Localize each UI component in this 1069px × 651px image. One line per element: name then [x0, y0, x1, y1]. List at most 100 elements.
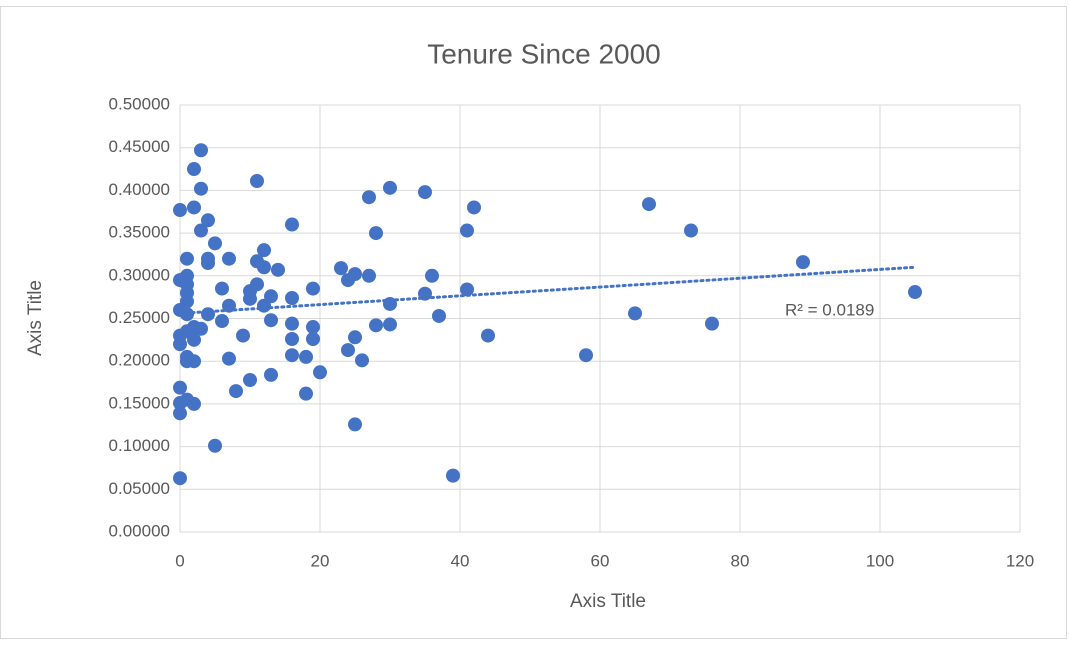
x-tick-label: 100 [866, 551, 894, 570]
point [383, 317, 397, 332]
point [173, 203, 187, 218]
point [180, 294, 194, 309]
x-tick-label: 40 [451, 551, 470, 570]
point [425, 268, 439, 283]
point [348, 330, 362, 345]
point [257, 243, 271, 258]
point [201, 307, 215, 322]
point [432, 308, 446, 323]
point [334, 261, 348, 276]
point [187, 354, 201, 369]
point [306, 281, 320, 296]
chart-title: Tenure Since 2000 [427, 38, 661, 69]
point [173, 380, 187, 395]
trendline [178, 265, 917, 315]
point [243, 291, 257, 306]
point [194, 223, 208, 238]
point [187, 162, 201, 177]
point [579, 348, 593, 363]
point [243, 372, 257, 387]
point [705, 316, 719, 331]
y-tick-label: 0.05000 [109, 479, 170, 498]
x-tick-label: 120 [1006, 551, 1034, 570]
point [271, 262, 285, 277]
point [208, 236, 222, 251]
trendline-label: R² = 0.0189 [785, 300, 874, 319]
point [348, 417, 362, 432]
point [264, 367, 278, 382]
point [173, 406, 187, 421]
point [796, 255, 810, 270]
point [257, 260, 271, 275]
point [285, 331, 299, 346]
x-tick-label: 0 [175, 551, 184, 570]
point [306, 320, 320, 335]
point [264, 289, 278, 304]
y-tick-label: 0.30000 [109, 265, 170, 284]
point [201, 255, 215, 270]
y-tick-label: 0.00000 [109, 521, 170, 540]
point [908, 285, 922, 300]
point [250, 277, 264, 292]
point [236, 328, 250, 343]
point [187, 396, 201, 411]
point [628, 306, 642, 321]
point [194, 321, 208, 336]
point [369, 226, 383, 241]
point [250, 174, 264, 189]
point [299, 349, 313, 364]
point [173, 471, 187, 486]
chart-border [0, 6, 1067, 639]
y-tick-label: 0.35000 [109, 223, 170, 242]
point [362, 268, 376, 283]
point [369, 318, 383, 333]
y-axis-title: Axis Title [25, 280, 46, 356]
point [201, 213, 215, 228]
y-tick-label: 0.50000 [109, 94, 170, 113]
point [173, 337, 187, 352]
point [222, 298, 236, 313]
point [481, 328, 495, 343]
x-tick-label: 60 [591, 551, 610, 570]
point [215, 314, 229, 329]
point [194, 143, 208, 158]
x-axis-title: Axis Title [570, 591, 646, 612]
point [187, 200, 201, 215]
point [215, 281, 229, 296]
y-tick-label: 0.15000 [109, 393, 170, 412]
point [180, 251, 194, 266]
point [460, 223, 474, 238]
point [418, 185, 432, 200]
point [285, 316, 299, 331]
point [355, 353, 369, 368]
point [313, 365, 327, 380]
point [460, 282, 474, 297]
point [222, 251, 236, 266]
point [348, 267, 362, 282]
point [285, 348, 299, 363]
point [642, 197, 656, 212]
y-tick-label: 0.45000 [109, 137, 170, 156]
point [362, 190, 376, 205]
point [299, 386, 313, 401]
point [222, 351, 236, 366]
y-tick-label: 0.25000 [109, 308, 170, 327]
point [208, 438, 222, 453]
y-tick-label: 0.20000 [109, 351, 170, 370]
x-tick-label: 80 [731, 551, 750, 570]
point [229, 384, 243, 399]
point [264, 313, 278, 328]
point [446, 468, 460, 483]
point [194, 181, 208, 196]
x-tick-label: 20 [311, 551, 330, 570]
point [467, 200, 481, 215]
point [341, 343, 355, 358]
y-tick-label: 0.10000 [109, 436, 170, 455]
point [285, 291, 299, 306]
point [306, 331, 320, 346]
point [684, 223, 698, 238]
y-tick-label: 0.40000 [109, 180, 170, 199]
point [285, 217, 299, 232]
point [187, 332, 201, 347]
